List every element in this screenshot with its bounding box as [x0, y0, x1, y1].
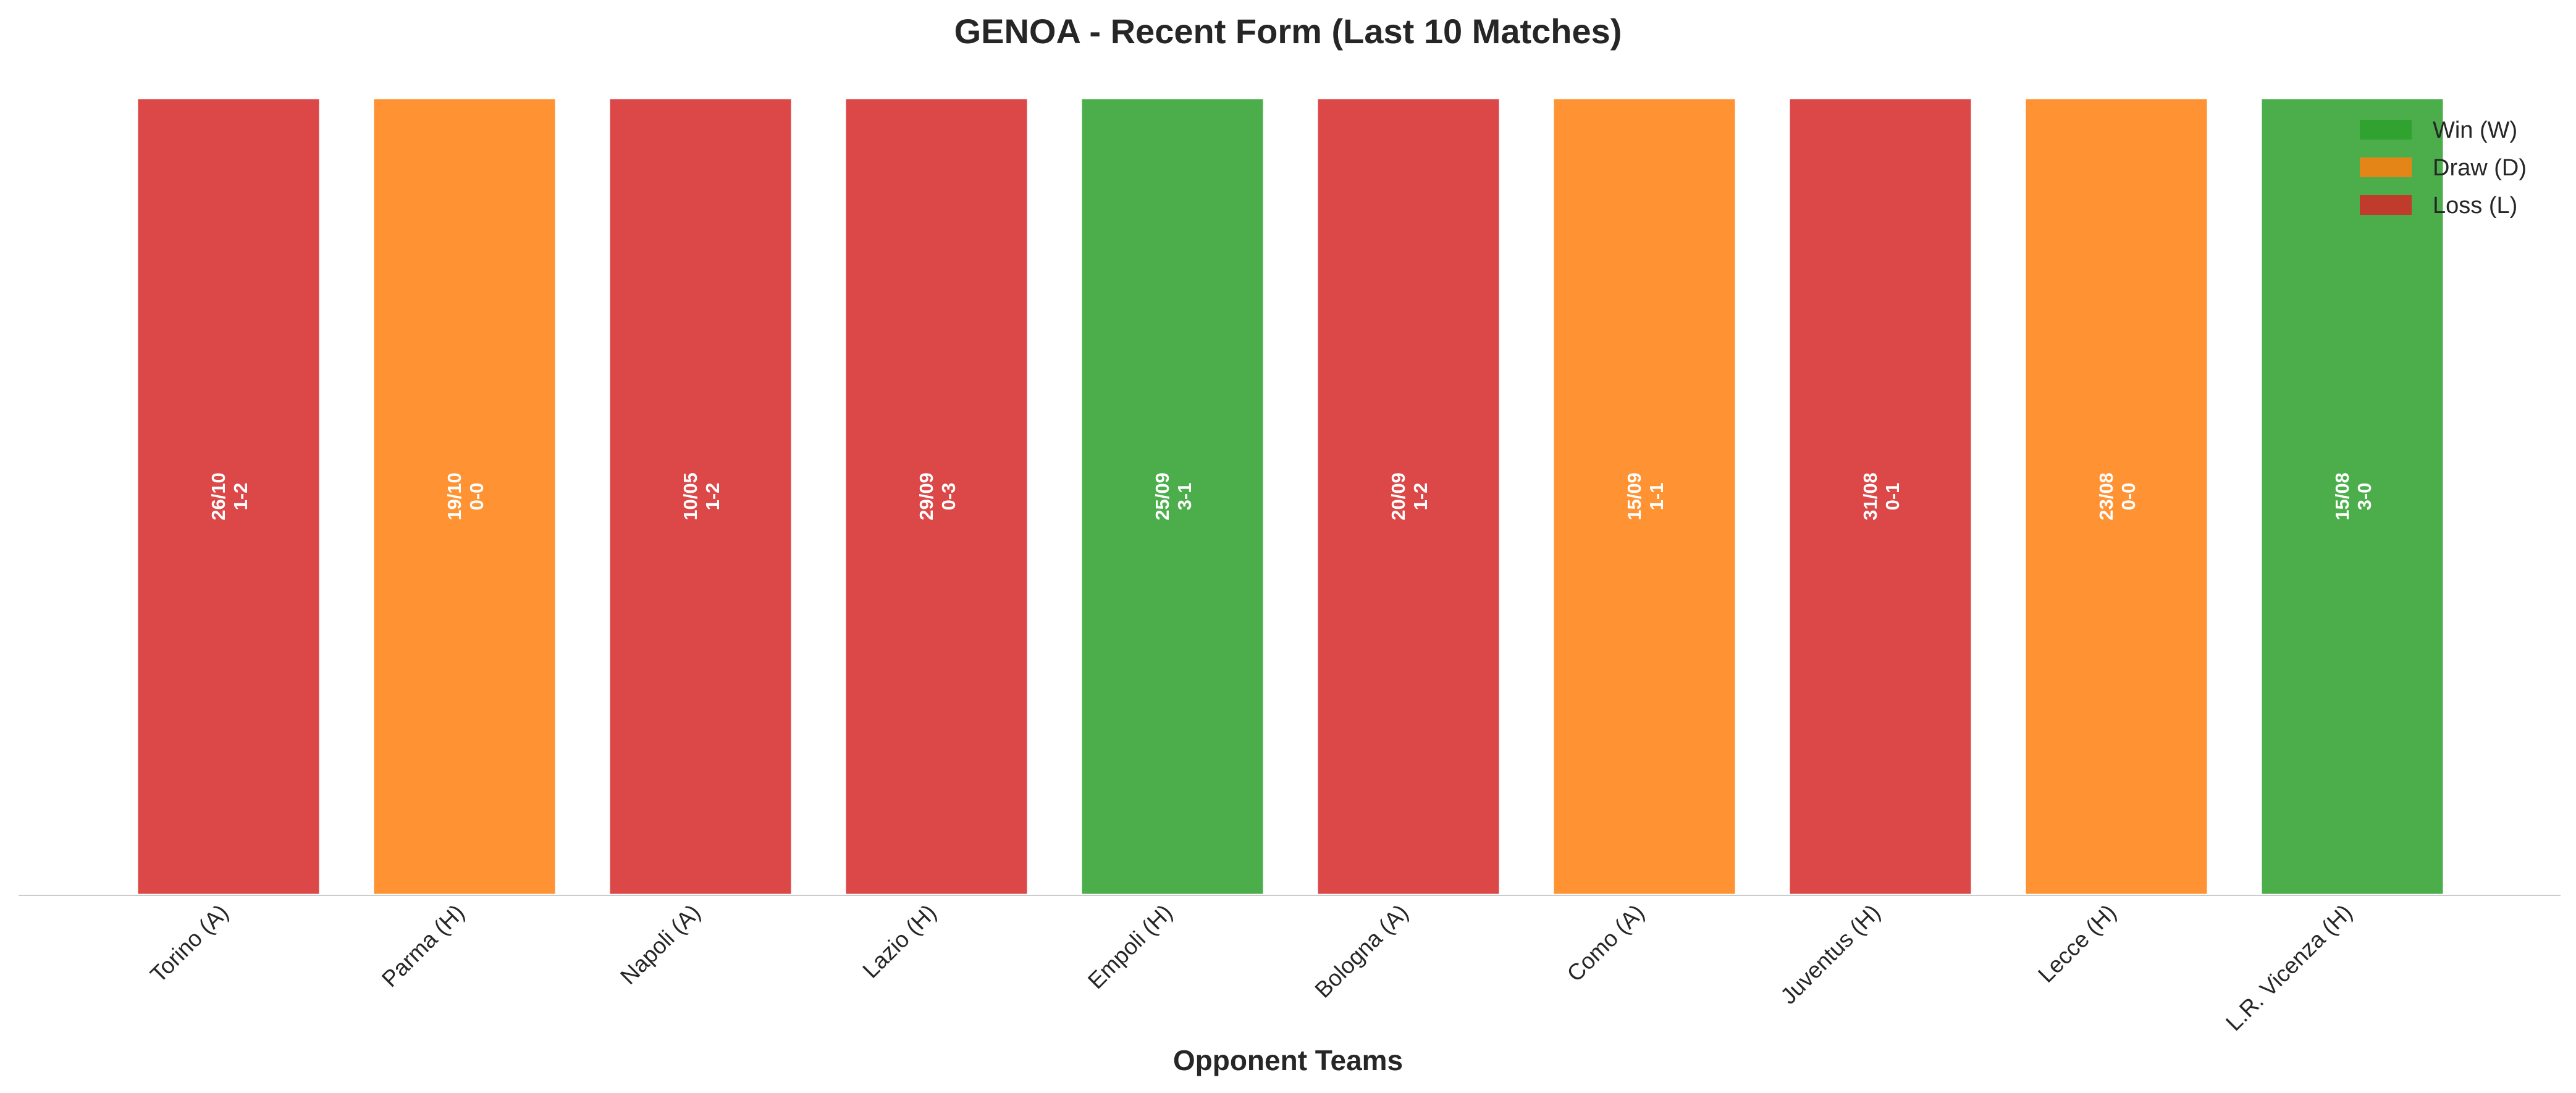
- bar-2: [371, 96, 558, 897]
- bar-score: 0-0: [466, 483, 487, 511]
- x-tick-label: Como (A): [1562, 900, 1649, 987]
- x-tick-label: Juventus (H): [1775, 900, 1885, 1009]
- bar-label-9: 23/080-0: [2095, 472, 2139, 521]
- bar-label-2: 19/100-0: [444, 472, 487, 521]
- bar-label-1: 26/101-2: [208, 472, 251, 521]
- bar-date: 26/10: [208, 472, 229, 521]
- bar-score: 0-3: [938, 483, 959, 511]
- bar-4: [843, 96, 1030, 897]
- legend-label-w: Win (W): [2433, 117, 2517, 143]
- bar-score: 1-2: [1410, 483, 1431, 511]
- bar-6: [1315, 96, 1502, 897]
- bar-date: 25/09: [1151, 472, 1173, 521]
- bar-7: [1551, 96, 1738, 897]
- bar-8: [1787, 96, 1974, 897]
- bar-score: 0-0: [2118, 483, 2139, 511]
- bar-score: 1-1: [1646, 483, 1667, 511]
- legend-swatch-d: [2360, 157, 2412, 177]
- legend-label-d: Draw (D): [2433, 155, 2527, 181]
- x-tick-label: Parma (H): [377, 900, 469, 992]
- bar-date: 31/08: [1859, 472, 1881, 521]
- bar-label-7: 15/091-1: [1623, 472, 1667, 521]
- legend-label-l: Loss (L): [2433, 193, 2517, 219]
- legend-swatch-w: [2360, 120, 2412, 140]
- x-tick-label: Lazio (H): [858, 900, 941, 983]
- legend-swatch-l: [2360, 195, 2412, 215]
- bar-label-8: 31/080-1: [1859, 472, 1903, 521]
- x-tick-label: Lecce (H): [2033, 900, 2121, 987]
- x-tick-labels: Torino (A) Parma (H) Napoli (A) Lazio (H) Em…: [145, 900, 2357, 1036]
- chart-title: GENOA - Recent Form (Last 10 Matches): [954, 12, 1622, 51]
- x-axis-title: Opponent Teams: [1173, 1044, 1403, 1076]
- bar-5: [1079, 96, 1266, 897]
- bar-3: [607, 96, 794, 897]
- x-tick-label: L.R. Vicenza (H): [2221, 900, 2357, 1036]
- bars-layer: 26/101-2 19/100-0 10/051-2 29/090-3 25/093-1…: [135, 96, 2446, 897]
- bar-label-3: 10/051-2: [680, 472, 723, 521]
- bar-9: [2022, 96, 2210, 897]
- x-tick-label: Napoli (A): [615, 900, 705, 989]
- bar-date: 10/05: [680, 472, 701, 521]
- bar-10: [2258, 96, 2446, 897]
- bar-date: 19/10: [444, 472, 465, 521]
- bar-label-5: 25/093-1: [1151, 472, 1195, 521]
- bar-score: 3-0: [2354, 483, 2375, 511]
- bar-label-10: 15/083-0: [2331, 472, 2375, 521]
- bar-date: 15/08: [2331, 472, 2353, 521]
- x-tick-label: Empoli (H): [1083, 900, 1177, 994]
- bar-date: 20/09: [1387, 472, 1409, 521]
- bar-score: 0-1: [1882, 483, 1903, 511]
- bar-label-6: 20/091-2: [1387, 472, 1431, 521]
- legend: Win (W) Draw (D) Loss (L): [2360, 117, 2527, 219]
- bar-score: 1-2: [230, 483, 251, 511]
- bar-label-4: 29/090-3: [915, 472, 959, 521]
- bar-date: 29/09: [915, 472, 937, 521]
- bar-score: 1-2: [702, 483, 723, 511]
- x-tick-label: Torino (A): [145, 900, 233, 987]
- bar-1: [135, 96, 322, 897]
- bar-score: 3-1: [1174, 483, 1195, 511]
- bar-date: 23/08: [2095, 472, 2117, 521]
- bar-date: 15/09: [1623, 472, 1645, 521]
- x-tick-label: Bologna (A): [1310, 900, 1413, 1003]
